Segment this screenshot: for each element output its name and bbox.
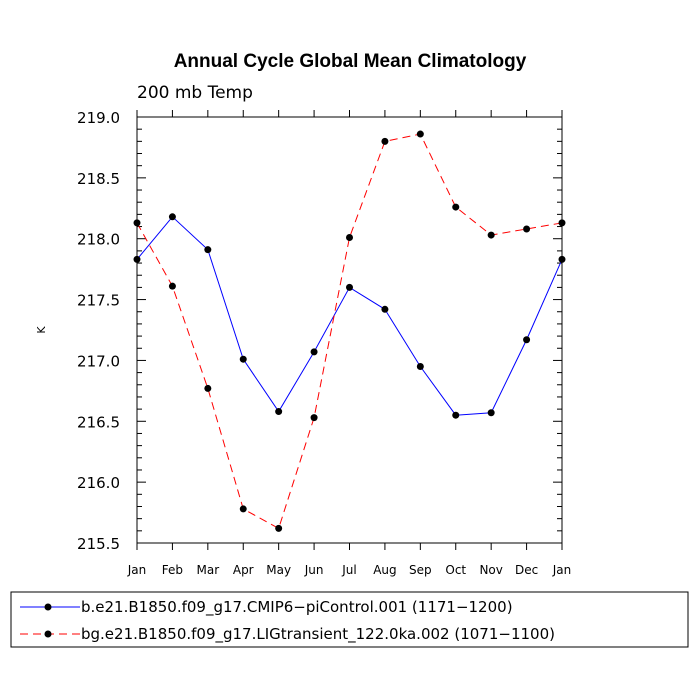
series-1-point	[487, 409, 495, 417]
series-2-point	[381, 137, 389, 145]
series-1-point	[310, 348, 318, 356]
x-tick-label: Sep	[409, 563, 432, 577]
series-2-point	[310, 414, 318, 422]
series-2-point	[168, 282, 176, 290]
x-tick-label: Apr	[233, 563, 254, 577]
series-1-point	[204, 246, 212, 254]
x-tick-label: Nov	[479, 563, 502, 577]
series-2-point	[558, 219, 566, 227]
legend-box	[10, 591, 689, 648]
y-tick-label: 218.5	[77, 170, 120, 188]
series-1-point	[452, 411, 460, 419]
y-axis-label: K	[35, 326, 48, 334]
x-tick-label: Dec	[515, 563, 538, 577]
y-tick-label: 219.0	[77, 109, 120, 127]
legend-marker-2	[44, 630, 52, 638]
series-1-point	[133, 255, 141, 263]
series-2-point	[487, 231, 495, 239]
chart-title: Annual Cycle Global Mean Climatology	[174, 51, 527, 72]
series-2-point	[204, 384, 212, 392]
legend-marker-1	[44, 603, 52, 611]
series-line-1	[136, 216, 563, 416]
series-line-2	[136, 133, 563, 530]
y-tick-label: 216.0	[77, 474, 120, 492]
plot-frame	[136, 116, 563, 544]
legend-label-1: b.e21.B1850.f09_g17.CMIP6−piControl.001 …	[81, 598, 513, 617]
series-2-point	[133, 219, 141, 227]
series-1-point	[239, 355, 247, 363]
series-2-point	[275, 524, 283, 532]
series-2-point	[416, 130, 424, 138]
legend-label-2: bg.e21.B1850.f09_g17.LIGtransient_122.0k…	[81, 625, 555, 644]
chart-subtitle: 200 mb Temp	[137, 83, 253, 103]
series-2-point	[239, 505, 247, 513]
series-2-point	[523, 225, 531, 233]
series-1-point	[346, 283, 353, 291]
series-1-point	[416, 363, 424, 371]
series-2-point	[452, 203, 460, 211]
x-tick-label: Oct	[445, 563, 466, 577]
series-1-point	[275, 408, 283, 416]
x-tick-label: May	[266, 563, 291, 577]
x-tick-label: Jun	[304, 563, 324, 577]
x-tick-label: Aug	[373, 563, 396, 577]
y-tick-label: 215.5	[77, 535, 120, 553]
x-tick-label: Jan	[552, 563, 572, 577]
series-1-point	[381, 305, 389, 313]
y-tick-label: 218.0	[77, 231, 120, 249]
series-2-point	[346, 233, 353, 241]
series-1-point	[558, 255, 566, 263]
x-tick-label: Feb	[162, 563, 183, 577]
legend: b.e21.B1850.f09_g17.CMIP6−piControl.001 …	[10, 591, 689, 648]
x-tick-label: Jan	[127, 563, 147, 577]
series-1-point	[168, 213, 176, 221]
x-tick-label: Mar	[197, 563, 220, 577]
y-tick-label: 217.0	[77, 352, 120, 370]
y-tick-label: 216.5	[77, 413, 120, 431]
y-tick-label: 217.5	[77, 292, 120, 310]
x-tick-label: Jul	[341, 563, 356, 577]
series-1-point	[523, 336, 531, 344]
plot-area: 215.5 216.0 216.5 217.0 217.5 218.0 218.5 219.0…	[77, 109, 571, 577]
